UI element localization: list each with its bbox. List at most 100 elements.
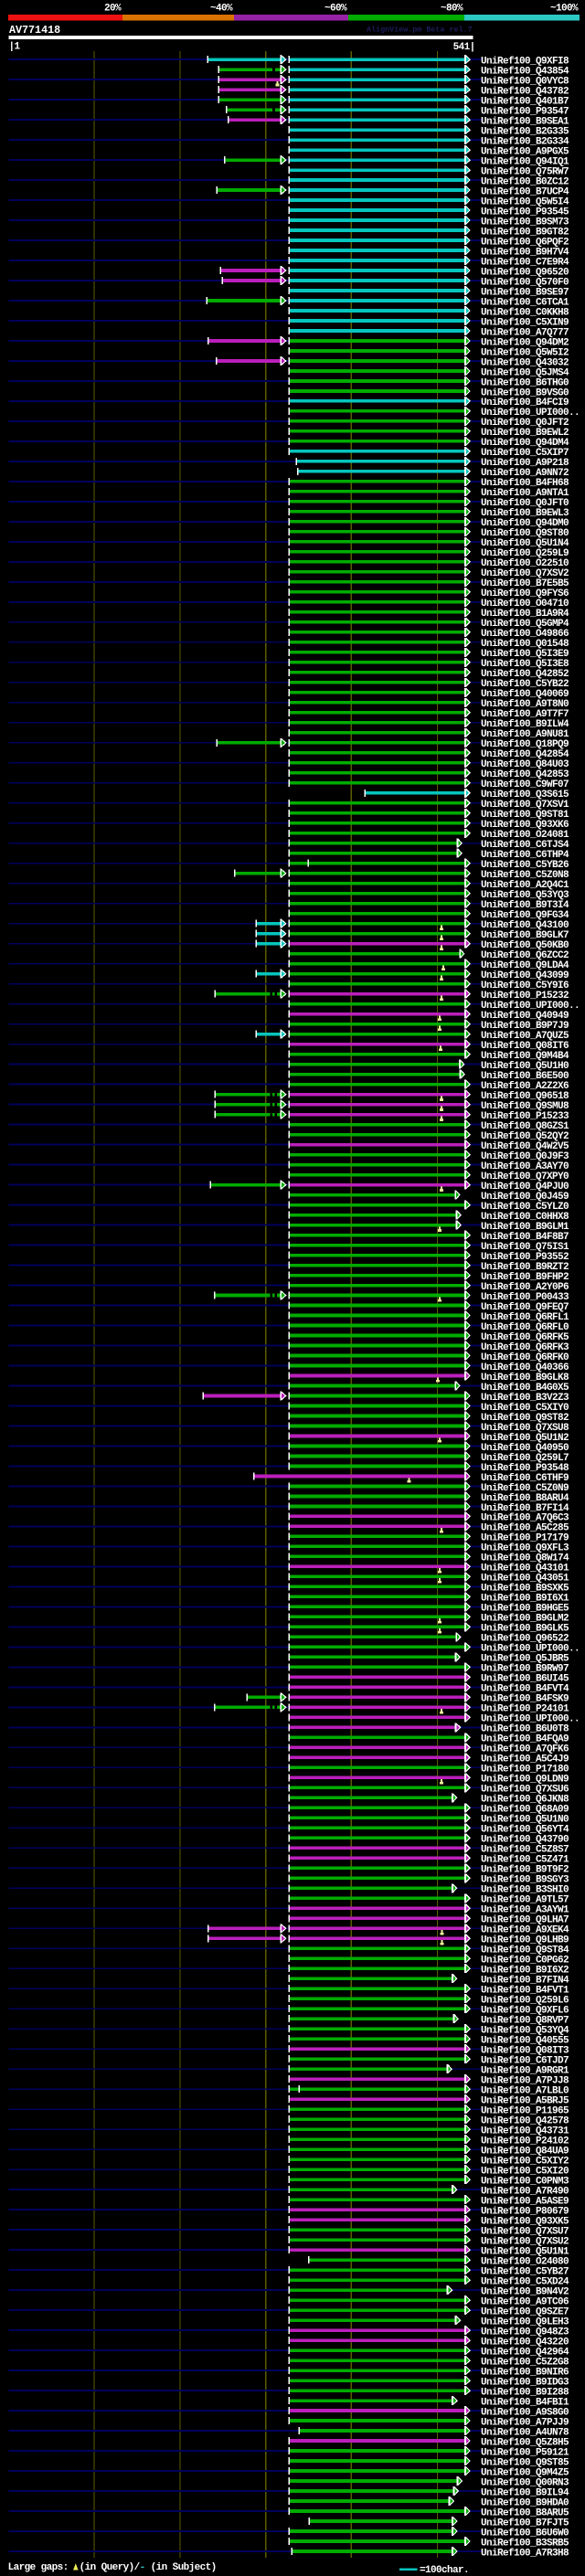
svg-text:UniRef100_B4G0X5: UniRef100_B4G0X5 xyxy=(481,1383,569,1394)
svg-text:UniRef100_O04710: UniRef100_O04710 xyxy=(481,599,569,610)
svg-text:UniRef100_Q43099: UniRef100_Q43099 xyxy=(481,970,569,981)
svg-text:UniRef100_Q7XSU6: UniRef100_Q7XSU6 xyxy=(481,1785,569,1796)
svg-text:UniRef100_B9IDG3: UniRef100_B9IDG3 xyxy=(481,2377,569,2388)
svg-text:UniRef100_Q43100: UniRef100_Q43100 xyxy=(481,920,569,931)
svg-text:UniRef100_Q9ST80: UniRef100_Q9ST80 xyxy=(481,528,569,539)
svg-text:UniRef100_Q3S615: UniRef100_Q3S615 xyxy=(481,790,569,800)
svg-text:UniRef100_B9T3I4: UniRef100_B9T3I4 xyxy=(481,900,569,911)
svg-text:~80%: ~80% xyxy=(441,3,463,14)
svg-text:UniRef100_UPI000..: UniRef100_UPI000.. xyxy=(481,1714,580,1725)
svg-text:UniRef100_A9P218: UniRef100_A9P218 xyxy=(481,458,569,469)
svg-text:UniRef100_A5C285: UniRef100_A5C285 xyxy=(481,1523,569,1534)
svg-text:UniRef100_Q9LEH3: UniRef100_Q9LEH3 xyxy=(481,2316,569,2327)
svg-text:UniRef100_Q9LDA4: UniRef100_Q9LDA4 xyxy=(481,960,569,971)
svg-text:UniRef100_Q75RW7: UniRef100_Q75RW7 xyxy=(481,166,569,177)
svg-text:20%: 20% xyxy=(104,3,122,14)
svg-text:UniRef100_Q40366: UniRef100_Q40366 xyxy=(481,1362,569,1373)
svg-text:UniRef100_A7R490: UniRef100_A7R490 xyxy=(481,2186,569,2197)
svg-text:UniRef100_C5XD24: UniRef100_C5XD24 xyxy=(481,2276,569,2287)
svg-text:=100char.: =100char. xyxy=(420,2565,469,2576)
svg-text:UniRef100_B9RZT2: UniRef100_B9RZT2 xyxy=(481,1262,569,1273)
svg-text:UniRef100_B9P7J9: UniRef100_B9P7J9 xyxy=(481,1021,569,1032)
svg-text:UniRef100_Q7XSU2: UniRef100_Q7XSU2 xyxy=(481,2236,569,2247)
svg-text:UniRef100_P24102: UniRef100_P24102 xyxy=(481,2136,569,2147)
svg-text:UniRef100_Q94DM4: UniRef100_Q94DM4 xyxy=(481,438,569,449)
svg-text:UniRef100_B9I6X1: UniRef100_B9I6X1 xyxy=(481,1594,569,1605)
svg-text:AV771418: AV771418 xyxy=(9,24,60,37)
svg-text:UniRef100_P17179: UniRef100_P17179 xyxy=(481,1533,569,1544)
svg-text:UniRef100_A7PJJ9: UniRef100_A7PJJ9 xyxy=(481,2417,569,2428)
svg-text:UniRef100_B4F8B7: UniRef100_B4F8B7 xyxy=(481,1232,569,1243)
svg-text:UniRef100_B2G335: UniRef100_B2G335 xyxy=(481,126,569,137)
svg-text:UniRef100_C5Z8S7: UniRef100_C5Z8S7 xyxy=(481,1845,569,1856)
svg-text:UniRef100_B1A9R4: UniRef100_B1A9R4 xyxy=(481,609,569,620)
svg-text:UniRef100_Q9LHB9: UniRef100_Q9LHB9 xyxy=(481,1935,569,1946)
svg-text:UniRef100_Q9XFL6: UniRef100_Q9XFL6 xyxy=(481,2006,569,2017)
svg-text:UniRef100_Q93XK6: UniRef100_Q93XK6 xyxy=(481,820,569,831)
svg-text:UniRef100_Q5Z8H5: UniRef100_Q5Z8H5 xyxy=(481,2437,569,2448)
svg-text:UniRef100_Q5U1N2: UniRef100_Q5U1N2 xyxy=(481,1433,569,1444)
svg-text:UniRef100_A9NU81: UniRef100_A9NU81 xyxy=(481,729,569,740)
svg-text:UniRef100_Q5U1N1: UniRef100_Q5U1N1 xyxy=(481,2246,569,2257)
svg-text:UniRef100_C5XIY2: UniRef100_C5XIY2 xyxy=(481,2157,569,2168)
svg-text:UniRef100_Q9XFL3: UniRef100_Q9XFL3 xyxy=(481,1543,569,1554)
svg-text:UniRef100_Q5GMP4: UniRef100_Q5GMP4 xyxy=(481,619,569,630)
svg-text:UniRef100_Q42578: UniRef100_Q42578 xyxy=(481,2116,569,2127)
svg-text:UniRef100_Q4W2V5: UniRef100_Q4W2V5 xyxy=(481,1141,569,1152)
svg-text:UniRef100_Q43782: UniRef100_Q43782 xyxy=(481,86,569,97)
svg-text:UniRef100_B7FIN4: UniRef100_B7FIN4 xyxy=(481,1976,569,1987)
svg-text:UniRef100_Q4PJU0: UniRef100_Q4PJU0 xyxy=(481,1182,569,1193)
svg-text:UniRef100_Q96522: UniRef100_Q96522 xyxy=(481,1634,569,1645)
svg-text:UniRef100_Q6RFK5: UniRef100_Q6RFK5 xyxy=(481,1332,569,1343)
svg-text:UniRef100_Q94DM2: UniRef100_Q94DM2 xyxy=(481,337,569,348)
svg-text:UniRef100_Q43101: UniRef100_Q43101 xyxy=(481,1564,569,1574)
svg-text:UniRef100_B3SRB5: UniRef100_B3SRB5 xyxy=(481,2538,569,2549)
svg-text:UniRef100_Q42964: UniRef100_Q42964 xyxy=(481,2347,569,2358)
svg-text:UniRef100_A4UN78: UniRef100_A4UN78 xyxy=(481,2427,569,2438)
svg-text:UniRef100_Q42854: UniRef100_Q42854 xyxy=(481,749,569,760)
svg-text:UniRef100_C0HHX8: UniRef100_C0HHX8 xyxy=(481,1212,569,1223)
svg-text:UniRef100_Q948Z3: UniRef100_Q948Z3 xyxy=(481,2327,569,2337)
svg-text:UniRef100_Q8GZS1: UniRef100_Q8GZS1 xyxy=(481,1121,569,1132)
svg-text:UniRef100_A2Y0P6: UniRef100_A2Y0P6 xyxy=(481,1282,569,1293)
svg-text:UniRef100_A9NN72: UniRef100_A9NN72 xyxy=(481,468,569,479)
svg-text:UniRef100_Q0J9F3: UniRef100_Q0J9F3 xyxy=(481,1151,569,1162)
svg-text:UniRef100_B9HGE5: UniRef100_B9HGE5 xyxy=(481,1604,569,1615)
svg-text:UniRef100_B4FCI9: UniRef100_B4FCI9 xyxy=(481,398,569,408)
svg-text:UniRef100_B9IL94: UniRef100_B9IL94 xyxy=(481,2487,569,2498)
svg-text:UniRef100_C5Z0N9: UniRef100_C5Z0N9 xyxy=(481,1483,569,1494)
svg-text:UniRef100_B0ZC12: UniRef100_B0ZC12 xyxy=(481,176,569,187)
svg-text:UniRef100_O49866: UniRef100_O49866 xyxy=(481,629,569,640)
svg-text:UniRef100_A7Q6C3: UniRef100_A7Q6C3 xyxy=(481,1513,569,1524)
svg-text:UniRef100_Q93XK5: UniRef100_Q93XK5 xyxy=(481,2216,569,2227)
svg-text:UniRef100_UPI000..: UniRef100_UPI000.. xyxy=(481,1001,580,1012)
svg-text:UniRef100_Q9ST84: UniRef100_Q9ST84 xyxy=(481,1945,569,1956)
svg-text:(in Subject): (in Subject) xyxy=(151,2562,217,2573)
svg-text:UniRef100_B9I6X2: UniRef100_B9I6X2 xyxy=(481,1966,569,1977)
svg-text:UniRef100_C5YB26: UniRef100_C5YB26 xyxy=(481,860,569,871)
svg-text:541|: 541| xyxy=(453,42,475,53)
svg-text:UniRef100_B8ARU4: UniRef100_B8ARU4 xyxy=(481,1493,569,1504)
svg-text:UniRef100_Q7XSU8: UniRef100_Q7XSU8 xyxy=(481,1423,569,1434)
svg-text:UniRef100_Q9XFI8: UniRef100_Q9XFI8 xyxy=(481,56,569,67)
svg-text:-: - xyxy=(140,2562,145,2573)
svg-text:(in Query)/: (in Query)/ xyxy=(80,2562,141,2573)
svg-text:UniRef100_Q9SMU8: UniRef100_Q9SMU8 xyxy=(481,1101,569,1112)
svg-text:UniRef100_P93548: UniRef100_P93548 xyxy=(481,1463,569,1474)
svg-text:UniRef100_C6THP4: UniRef100_C6THP4 xyxy=(481,850,569,861)
svg-text:UniRef100_Q84U03: UniRef100_Q84U03 xyxy=(481,759,569,770)
svg-text:UniRef100_B9GLM2: UniRef100_B9GLM2 xyxy=(481,1614,569,1625)
svg-text:UniRef100_A5BRJ5: UniRef100_A5BRJ5 xyxy=(481,2096,569,2107)
svg-text:UniRef100_Q56YT4: UniRef100_Q56YT4 xyxy=(481,1825,569,1836)
svg-text:UniRef100_Q40950: UniRef100_Q40950 xyxy=(481,1443,569,1454)
svg-text:UniRef100_B4FBI1: UniRef100_B4FBI1 xyxy=(481,2397,569,2408)
svg-text:UniRef100_Q43051: UniRef100_Q43051 xyxy=(481,1574,569,1585)
svg-text:UniRef100_C0PG62: UniRef100_C0PG62 xyxy=(481,1956,569,1966)
svg-text:UniRef100_B3V2Z3: UniRef100_B3V2Z3 xyxy=(481,1393,569,1404)
svg-text:UniRef100_P00433: UniRef100_P00433 xyxy=(481,1292,569,1303)
svg-text:UniRef100_A7QFK6: UniRef100_A7QFK6 xyxy=(481,1744,569,1755)
svg-text:UniRef100_P15232: UniRef100_P15232 xyxy=(481,991,569,1002)
svg-text:UniRef100_B9ILW4: UniRef100_B9ILW4 xyxy=(481,719,569,730)
svg-text:UniRef100_A5ASE9: UniRef100_A5ASE9 xyxy=(481,2196,569,2207)
svg-text:UniRef100_A9TC06: UniRef100_A9TC06 xyxy=(481,2296,569,2307)
